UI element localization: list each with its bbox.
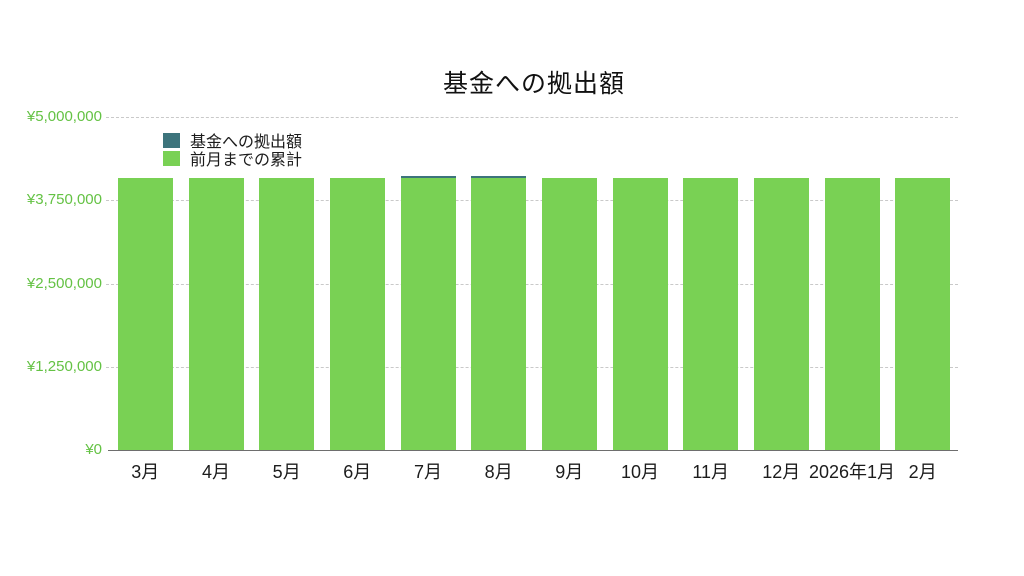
- legend-item: 前月までの累計: [163, 150, 302, 169]
- x-tick-label: 8月: [484, 462, 513, 482]
- bar-segment: [400, 178, 456, 450]
- x-tick-label: 7月: [413, 462, 443, 482]
- legend-label: 基金への拠出額: [190, 134, 303, 151]
- bar-segment: [471, 178, 527, 450]
- bar-segment: [471, 175, 527, 179]
- bar-segment: [259, 178, 315, 450]
- bar-segment: [683, 178, 739, 450]
- gridline: [106, 367, 958, 368]
- x-tick-label: 11月: [692, 462, 730, 482]
- y-tick-label: ¥3,750,000: [26, 191, 102, 208]
- y-tick-label: ¥0: [85, 441, 102, 458]
- legend-item: 基金への拠出額: [163, 132, 302, 151]
- bar-segment: [188, 178, 244, 450]
- bar-segment: [117, 178, 173, 450]
- x-tick-label: 3月: [131, 462, 160, 482]
- bar-segment: [329, 178, 385, 450]
- bar-segment: [400, 175, 456, 179]
- plot-area: ¥5,000,000 ¥3,750,000 ¥2,500,000 ¥1,250,000…: [27, 108, 958, 482]
- bar-segment: [824, 178, 880, 450]
- bar-segment: [895, 178, 951, 450]
- x-tick-label: 6月: [343, 462, 372, 482]
- y-tick-label: ¥5,000,000: [26, 108, 102, 125]
- legend-label: 前月までの累計: [190, 152, 303, 169]
- x-tick-label: 10月: [620, 462, 660, 482]
- gridline: [106, 117, 958, 118]
- bar-segment: [541, 178, 597, 450]
- gridline: [106, 284, 958, 285]
- x-tick-label: 5月: [272, 462, 301, 482]
- legend-swatch: [163, 150, 180, 166]
- x-tick-label: 9月: [555, 462, 584, 482]
- legend-swatch: [163, 132, 180, 148]
- x-tick-label: 2月: [908, 462, 937, 482]
- x-tick-label: 12月: [762, 462, 801, 482]
- y-tick-label: ¥2,500,000: [26, 275, 102, 292]
- x-axis-line: [108, 450, 958, 451]
- y-tick-label: ¥1,250,000: [26, 358, 102, 375]
- bar-segment: [753, 178, 809, 450]
- chart-legend: 基金への拠出額 前月までの累計: [163, 132, 302, 169]
- chart-title: 基金への拠出額: [442, 70, 625, 98]
- bar-segment: [612, 178, 668, 450]
- gridline: [106, 200, 958, 201]
- x-tick-label: 4月: [201, 462, 231, 482]
- x-tick-label: 2026年1月: [808, 462, 896, 482]
